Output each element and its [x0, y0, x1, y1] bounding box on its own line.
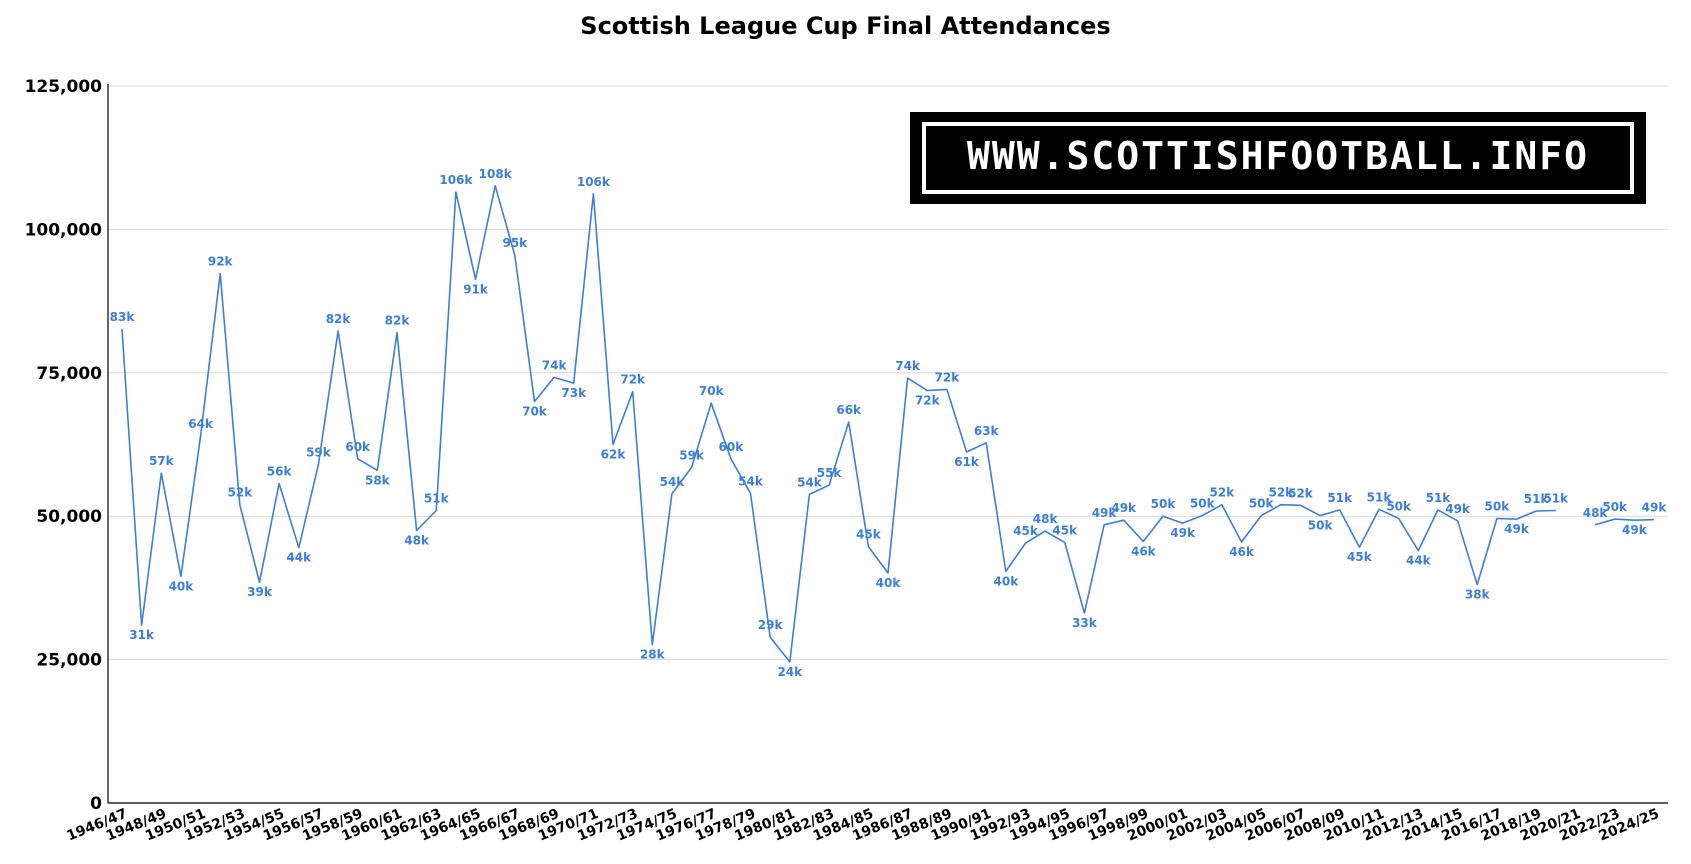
data-label: 49k: [1092, 506, 1118, 520]
data-label: 72k: [620, 373, 646, 387]
data-label: 70k: [522, 404, 548, 418]
data-label: 51k: [1543, 491, 1569, 505]
data-label: 51k: [1367, 490, 1393, 504]
data-label: 82k: [326, 312, 352, 326]
data-label: 74k: [895, 359, 921, 373]
data-label: 33k: [1072, 616, 1098, 630]
y-tick-label: 75,000: [36, 364, 102, 384]
data-label: 54k: [738, 474, 764, 488]
data-label: 50k: [1151, 497, 1177, 511]
data-label: 52k: [1210, 486, 1236, 500]
data-label: 45k: [856, 528, 882, 542]
y-tick-label: 0: [90, 794, 102, 814]
data-label: 49k: [1642, 501, 1668, 515]
data-label: 40k: [169, 579, 195, 593]
data-label: 46k: [1131, 544, 1157, 558]
data-label: 48k: [1033, 512, 1059, 526]
y-tick-label: 100,000: [25, 220, 103, 240]
data-label: 44k: [286, 551, 312, 565]
data-label: 48k: [404, 534, 430, 548]
data-label: 58k: [365, 473, 391, 487]
data-label: 31k: [129, 628, 155, 642]
y-tick-label: 25,000: [36, 651, 102, 671]
data-label: 59k: [306, 446, 332, 460]
data-label: 49k: [1111, 501, 1137, 515]
data-label: 74k: [542, 358, 568, 372]
data-label: 83k: [110, 310, 136, 324]
data-label: 52k: [1268, 486, 1294, 500]
data-label: 49k: [1504, 522, 1530, 536]
data-label: 62k: [601, 448, 627, 462]
y-tick-label: 125,000: [25, 77, 103, 97]
data-label: 61k: [954, 455, 980, 469]
y-tick-label: 50,000: [36, 507, 102, 527]
data-label: 49k: [1445, 502, 1471, 516]
data-label: 54k: [797, 475, 823, 489]
series-line: [1594, 518, 1655, 526]
data-label: 52k: [228, 486, 254, 500]
data-label: 54k: [660, 475, 686, 489]
data-label: 108k: [479, 167, 513, 181]
x-axis-tick-labels: 1946/471948/491950/511952/531954/551956/…: [65, 806, 1662, 845]
data-label: 50k: [1485, 499, 1511, 513]
data-label: 91k: [463, 282, 489, 296]
data-label: 57k: [149, 454, 175, 468]
logo-text: WWW.SCOTTISHFOOTBALL.INFO: [967, 134, 1589, 178]
data-label: 40k: [876, 576, 902, 590]
data-label: 51k: [424, 491, 450, 505]
data-label: 49k: [1622, 523, 1648, 537]
data-label: 60k: [719, 440, 745, 454]
data-label: 59k: [679, 448, 705, 462]
data-label: 50k: [1602, 500, 1628, 514]
y-axis-tick-labels: 0 25,000 50,000 75,000 100,000 125,000: [25, 77, 103, 814]
data-label: 60k: [345, 440, 371, 454]
data-label: 55k: [817, 466, 843, 480]
data-label: 52k: [1288, 486, 1314, 500]
data-label: 106k: [577, 175, 611, 189]
data-label: 64k: [188, 417, 214, 431]
data-label: 39k: [247, 585, 273, 599]
series-lines: [121, 185, 1655, 663]
data-label: 72k: [915, 394, 941, 408]
website-logo-banner: WWW.SCOTTISHFOOTBALL.INFO: [910, 112, 1646, 204]
gridlines: [108, 85, 1668, 661]
data-label: 73k: [561, 386, 587, 400]
data-label: 38k: [1465, 587, 1491, 601]
data-label: 45k: [1013, 524, 1039, 538]
data-label: 106k: [439, 173, 473, 187]
data-label: 66k: [836, 403, 862, 417]
data-labels: 83k 31k 57k 40k 64k 92k 52k 39k 56k 44k 59k 82k 60k 5…: [110, 167, 1668, 679]
data-label: 29k: [758, 618, 784, 632]
data-label: 24k: [777, 665, 803, 679]
data-label: 40k: [994, 574, 1020, 588]
axes: [107, 84, 1668, 804]
data-label: 45k: [1052, 524, 1078, 538]
data-label: 49k: [1170, 526, 1196, 540]
data-label: 28k: [640, 648, 666, 662]
data-label: 46k: [1229, 545, 1255, 559]
data-label: 51k: [1327, 491, 1353, 505]
data-label: 72k: [935, 370, 961, 384]
chart-title: Scottish League Cup Final Attendances: [580, 12, 1111, 40]
data-label: 92k: [208, 255, 234, 269]
data-label: 70k: [699, 384, 725, 398]
data-label: 51k: [1426, 491, 1452, 505]
data-label: 45k: [1347, 550, 1373, 564]
data-label: 56k: [267, 465, 293, 479]
series-line: [121, 185, 1556, 663]
data-label: 63k: [974, 424, 1000, 438]
data-label: 95k: [502, 236, 528, 250]
data-label: 50k: [1386, 499, 1412, 513]
data-label: 82k: [385, 314, 411, 328]
data-label: 50k: [1190, 497, 1216, 511]
data-label: 48k: [1583, 506, 1609, 520]
logo-frame: [922, 122, 1634, 194]
data-label: 50k: [1249, 497, 1275, 511]
data-label: 44k: [1406, 554, 1432, 568]
data-label: 50k: [1308, 519, 1334, 533]
data-label: 51k: [1524, 492, 1550, 506]
